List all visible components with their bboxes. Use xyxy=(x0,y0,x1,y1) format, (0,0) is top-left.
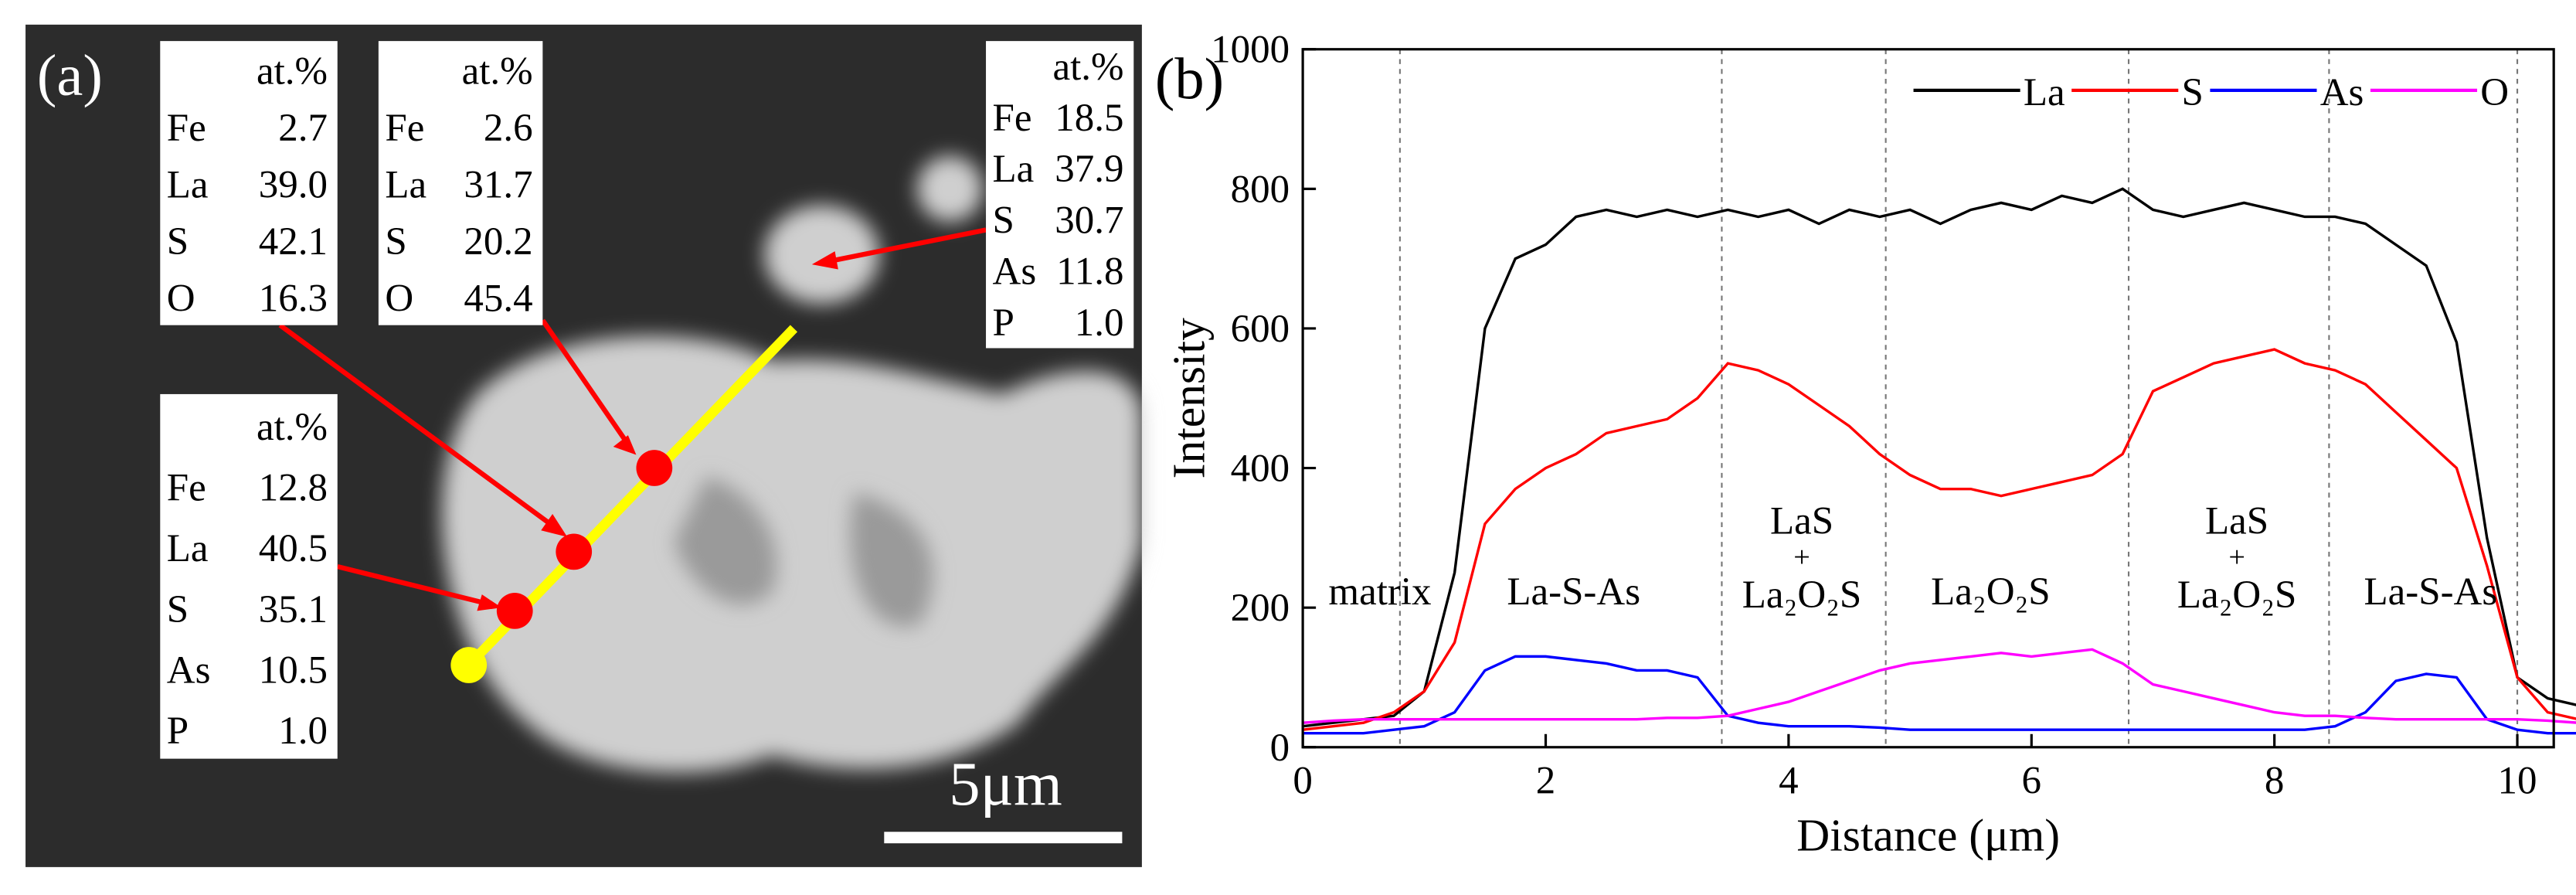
element-value: 30.7 xyxy=(1055,199,1123,242)
table-box xyxy=(986,41,1134,349)
region-label: + xyxy=(2228,541,2245,573)
region-label: matrix xyxy=(1328,570,1431,614)
y-tick-label: 0 xyxy=(1270,727,1290,770)
element-name: P xyxy=(167,710,189,753)
element-value: 35.1 xyxy=(259,588,328,631)
y-tick-label: 400 xyxy=(1231,448,1290,491)
x-tick-label: 2 xyxy=(1536,759,1556,802)
y-tick-label: 800 xyxy=(1231,168,1290,211)
panel-b: 0 2 4 6 8 10 0 200 400 600 800 1000 Distance (μm) Int… xyxy=(1155,29,2576,861)
element-name: Fe xyxy=(167,107,206,150)
legend-label: O xyxy=(2480,71,2509,114)
x-axis-label: Distance (μm) xyxy=(1796,810,2060,861)
table-box xyxy=(378,41,543,325)
panel-a: 5μm (a) at.% Fe 2.7 La 39.0 S 42.1 O 16.3 at.% Fe 2… xyxy=(25,24,1142,867)
element-name: O xyxy=(167,277,195,320)
element-name: S xyxy=(167,220,189,264)
element-name: La xyxy=(993,148,1035,191)
element-value: 20.2 xyxy=(464,220,532,264)
region-label: La-S-As xyxy=(2364,570,2497,614)
x-tick-label: 0 xyxy=(1293,759,1312,802)
composition-table: at.% Fe 12.8 La 40.5 S 35.1 As 10.5 P 1.0 xyxy=(160,393,338,759)
x-tick-label: 4 xyxy=(1779,759,1799,802)
x-tick-label: 8 xyxy=(2265,759,2285,802)
panel-label: (a) xyxy=(37,43,103,108)
element-name: La xyxy=(167,527,209,570)
element-value: 31.7 xyxy=(464,163,532,206)
element-value: 1.0 xyxy=(278,710,328,753)
element-name: La xyxy=(167,163,209,206)
composition-table: at.% Fe 2.6 La 31.7 S 20.2 O 45.4 xyxy=(378,41,543,325)
element-name: S xyxy=(993,199,1014,242)
element-value: 1.0 xyxy=(1075,301,1124,345)
x-tick-label: 6 xyxy=(2022,759,2042,802)
series-line xyxy=(1302,348,2576,731)
element-name: La xyxy=(385,163,427,206)
table-header: at.% xyxy=(257,406,328,449)
phase xyxy=(674,476,933,627)
point xyxy=(496,593,533,629)
element-name: P xyxy=(993,301,1014,345)
y-tick-label: 600 xyxy=(1231,308,1290,351)
point xyxy=(636,450,673,486)
element-name: Fe xyxy=(385,107,424,150)
legend-label: As xyxy=(2320,71,2364,114)
region-label: La₂O₂S xyxy=(2177,573,2297,617)
element-value: 45.4 xyxy=(464,277,532,320)
element-name: O xyxy=(385,277,413,320)
plot-frame xyxy=(1301,48,2555,749)
region-label: La₂O₂S xyxy=(1931,570,2051,614)
scale-label: 5μm xyxy=(949,750,1062,818)
y-axis-label: Intensity xyxy=(1164,318,1215,478)
element-name: S xyxy=(167,588,189,631)
region-label: La-S-As xyxy=(1507,570,1640,614)
element-value: 39.0 xyxy=(259,163,328,206)
arrow-heads xyxy=(477,251,838,611)
element-name: Fe xyxy=(167,467,206,510)
legend-label: S xyxy=(2182,71,2204,114)
region-label: LaS xyxy=(2205,500,2268,543)
element-value: 40.5 xyxy=(259,527,328,570)
element-name: S xyxy=(385,220,406,264)
region-label: + xyxy=(1793,541,1810,573)
element-value: 42.1 xyxy=(259,220,328,264)
series-line xyxy=(1303,655,2576,735)
y-tick-label: 1000 xyxy=(1211,29,1290,72)
region-label: LaS xyxy=(1770,500,1833,543)
x-tick-label: 10 xyxy=(2498,759,2537,802)
series-line xyxy=(1303,648,2576,724)
region-label: La₂O₂S xyxy=(1742,573,1862,617)
series-line xyxy=(1302,187,2576,728)
element-value: 11.8 xyxy=(1056,250,1123,294)
table-box xyxy=(160,393,338,759)
element-value: 12.8 xyxy=(259,467,328,510)
scan-start xyxy=(450,647,488,683)
table-header: at.% xyxy=(1053,46,1124,89)
table-box xyxy=(160,41,338,325)
legend-label: La xyxy=(2024,71,2065,114)
composition-table: at.% Fe 18.5 La 37.9 S 30.7 As 11.8 P 1.0 xyxy=(986,41,1134,349)
element-value: 16.3 xyxy=(259,277,328,320)
point xyxy=(556,533,593,570)
table-header: at.% xyxy=(462,49,533,93)
element-name: Fe xyxy=(993,97,1032,140)
element-value: 18.5 xyxy=(1055,97,1123,140)
element-value: 2.7 xyxy=(278,107,328,150)
element-name: As xyxy=(167,648,211,692)
y-tick-label: 200 xyxy=(1231,587,1290,630)
composition-table: at.% Fe 2.7 La 39.0 S 42.1 O 16.3 xyxy=(160,41,338,325)
table-header: at.% xyxy=(257,49,328,93)
arrows xyxy=(278,227,987,607)
element-value: 2.6 xyxy=(484,107,533,150)
element-value: 37.9 xyxy=(1055,148,1123,191)
element-value: 10.5 xyxy=(259,648,328,692)
element-name: As xyxy=(993,250,1037,294)
panel-label: (b) xyxy=(1155,46,1224,111)
